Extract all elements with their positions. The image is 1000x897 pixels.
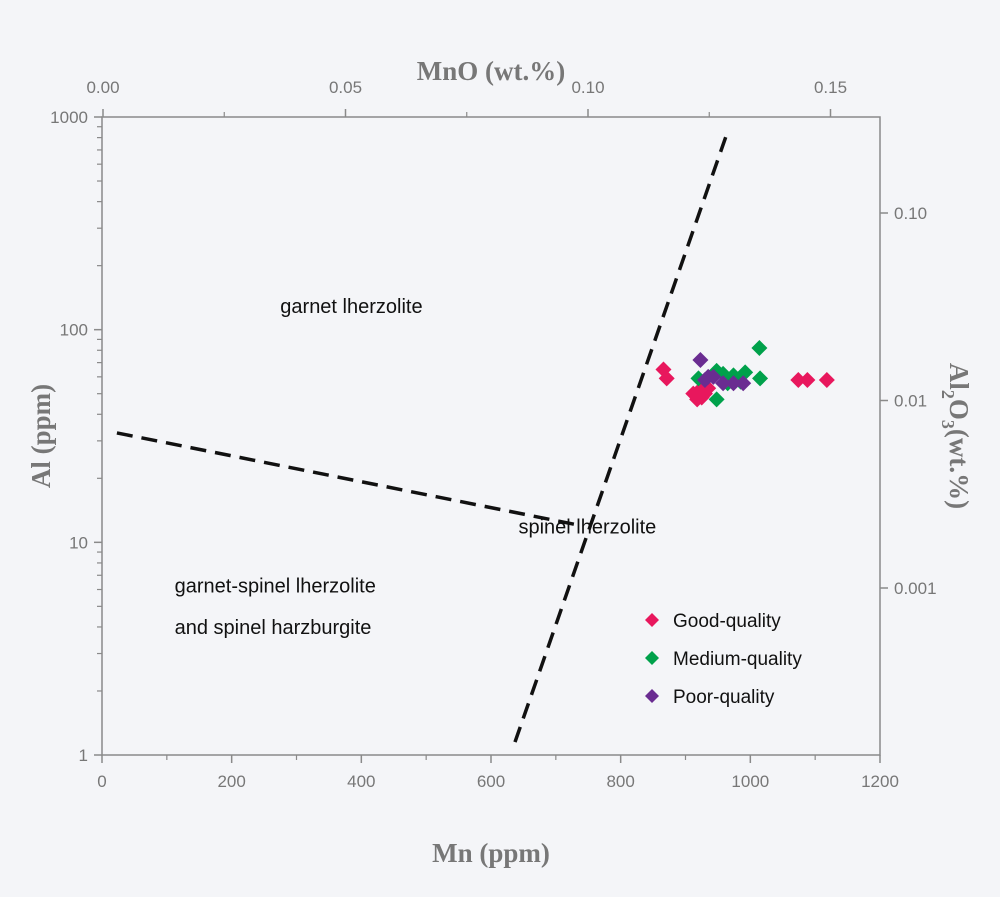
x2-tick-label: 0.05 xyxy=(329,78,362,97)
data-point xyxy=(752,370,769,387)
y-tick-label: 10 xyxy=(69,533,88,552)
boundary-line xyxy=(513,136,728,743)
y-axis-label: Al (ppm) xyxy=(26,384,56,488)
y2-tick-label: 0.10 xyxy=(894,204,927,223)
y2-axis-label-part: (wt.%) xyxy=(944,429,974,509)
x2-tick-label: 0.10 xyxy=(571,78,604,97)
x-tick-label: 400 xyxy=(347,772,375,791)
y2-axis-label-part: 2 xyxy=(938,390,958,399)
region-label: garnet lherzolite xyxy=(280,296,422,318)
data-point xyxy=(715,375,732,392)
legend-label: Good-quality xyxy=(673,611,781,632)
data-point xyxy=(751,339,768,356)
legend-marker xyxy=(645,613,659,627)
data-point xyxy=(658,370,675,387)
legend-label: Medium-quality xyxy=(673,649,802,670)
data-point xyxy=(725,375,742,392)
y-tick-label: 1 xyxy=(79,746,88,765)
legend-marker xyxy=(645,651,659,665)
x-tick-label: 200 xyxy=(217,772,245,791)
legend-label: Poor-quality xyxy=(673,687,775,708)
x-axis-label: Mn (ppm) xyxy=(432,838,550,868)
legend-marker xyxy=(645,689,659,703)
region-label: garnet-spinel lherzolite xyxy=(175,576,376,598)
y-tick-label: 1000 xyxy=(50,108,88,127)
x2-axis-label: MnO (wt.%) xyxy=(417,56,565,86)
x-tick-label: 800 xyxy=(606,772,634,791)
x-tick-label: 0 xyxy=(97,772,106,791)
x-tick-label: 1000 xyxy=(731,772,769,791)
y2-axis-label-part: O xyxy=(944,399,974,420)
boundary-line xyxy=(116,431,577,527)
x-tick-label: 1200 xyxy=(861,772,899,791)
y2-axis-label-part: 3 xyxy=(938,420,958,429)
y2-axis-label: Al2O3(wt.%) xyxy=(938,363,974,509)
y2-axis-label-part: Al xyxy=(944,363,974,390)
data-point xyxy=(708,391,725,408)
x-tick-label: 600 xyxy=(477,772,505,791)
y-tick-label: 100 xyxy=(60,321,88,340)
x2-tick-label: 0.15 xyxy=(814,78,847,97)
data-point xyxy=(735,375,752,392)
data-point xyxy=(790,371,807,388)
data-point xyxy=(696,371,713,388)
y2-tick-label: 0.001 xyxy=(894,579,937,598)
data-point xyxy=(692,352,709,369)
y2-tick-label: 0.01 xyxy=(894,392,927,411)
x2-tick-label: 0.00 xyxy=(86,78,119,97)
region-label: and spinel harzburgite xyxy=(175,617,372,639)
data-point xyxy=(799,371,816,388)
data-point xyxy=(818,371,835,388)
region-label: spinel lherzolite xyxy=(518,517,656,539)
